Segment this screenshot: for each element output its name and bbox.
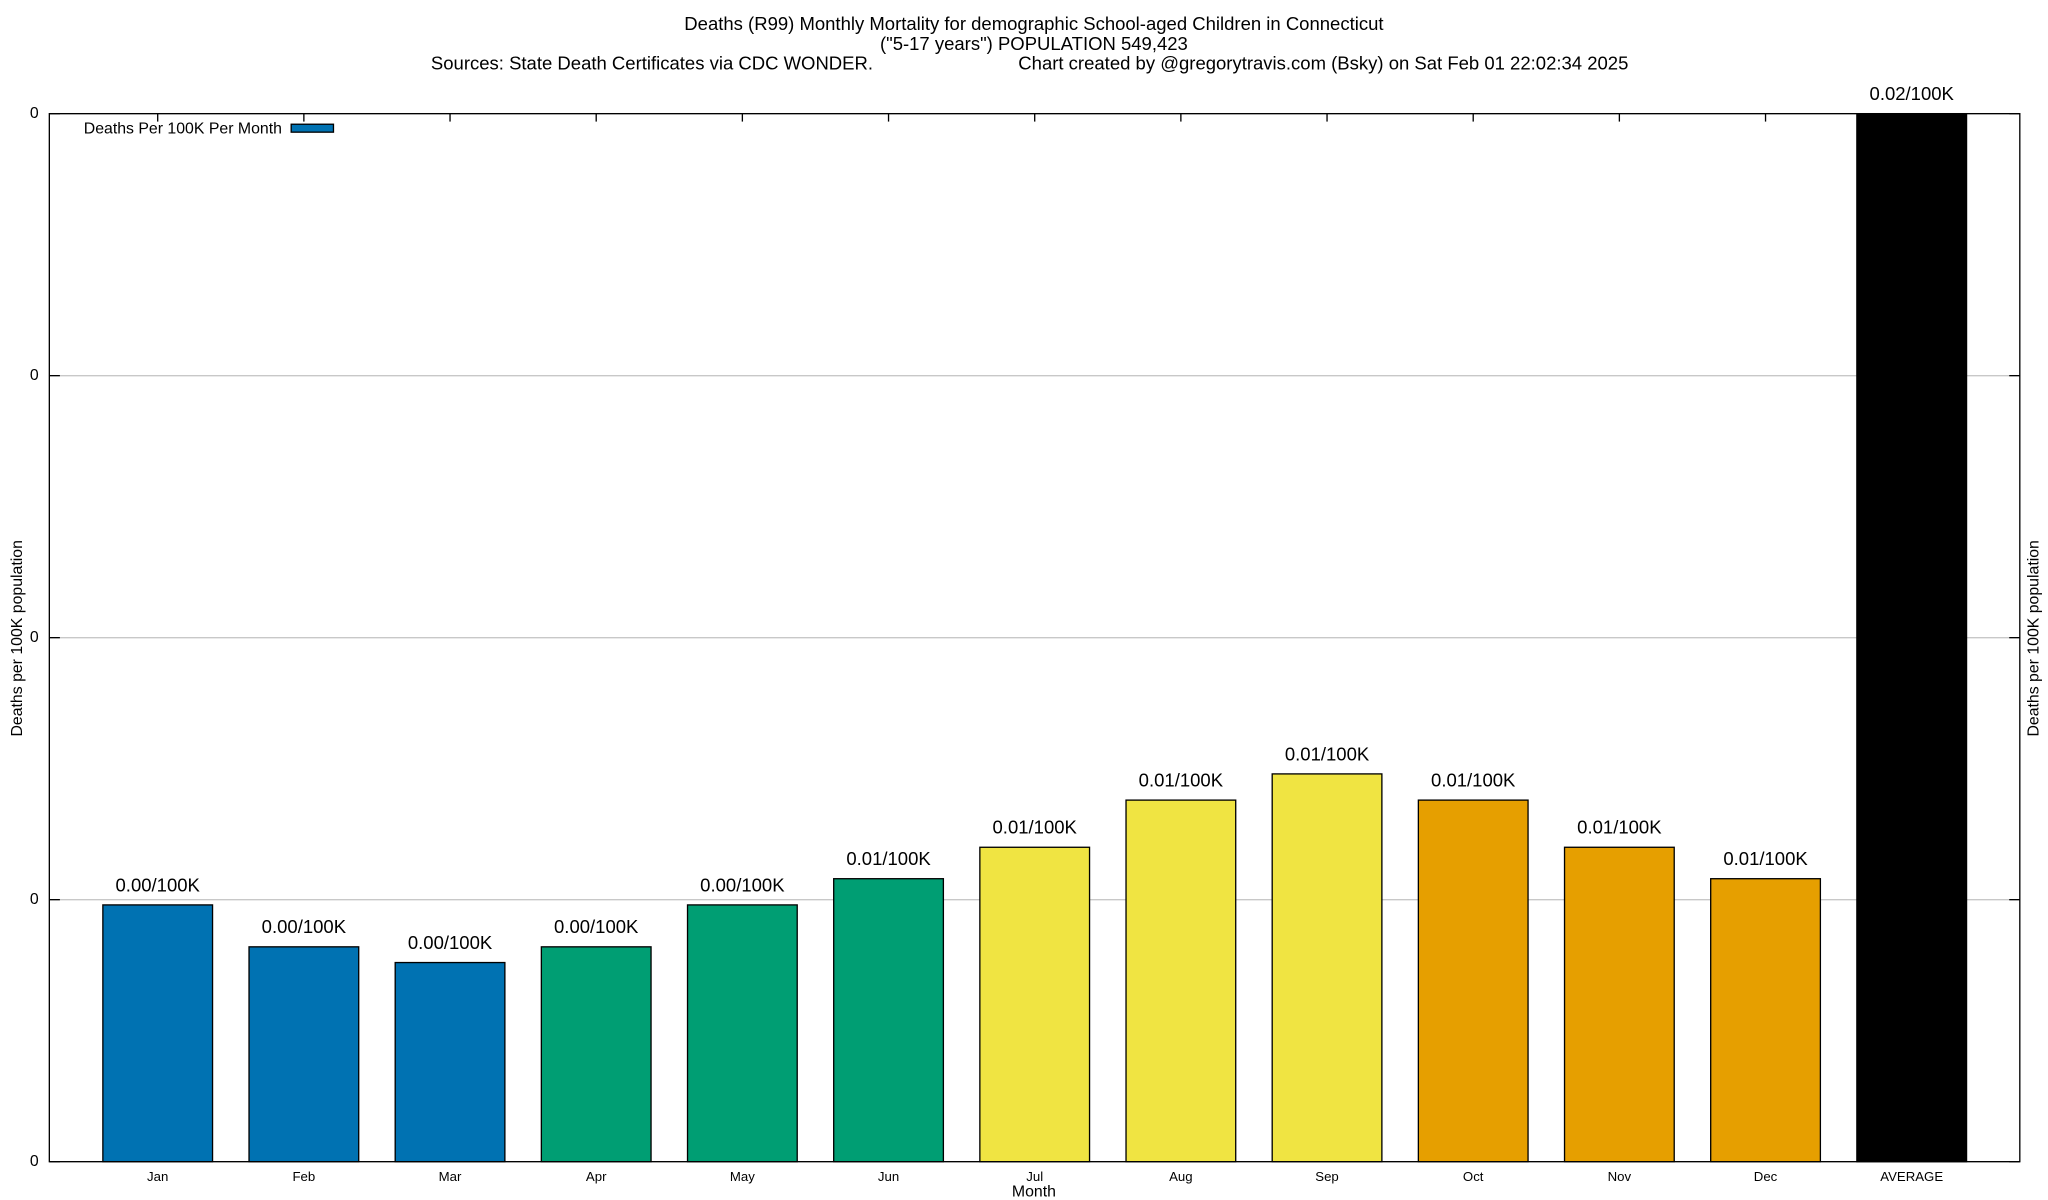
plot-frame bbox=[48, 112, 2021, 1163]
data-label: 0.01/100K bbox=[1285, 743, 1370, 764]
x-tick-label: Oct bbox=[1463, 1169, 1484, 1184]
data-label: 0.01/100K bbox=[993, 817, 1078, 838]
x-tick-label: Apr bbox=[586, 1169, 607, 1184]
bar bbox=[1125, 799, 1237, 1163]
chart-credit: Chart created by @gregorytravis.com (Bsk… bbox=[1018, 53, 1628, 74]
chart-title: Deaths (R99) Monthly Mortality for demog… bbox=[684, 13, 1383, 34]
bar bbox=[1417, 799, 1529, 1163]
data-label: 0.02/100K bbox=[1870, 83, 1955, 104]
y-tick-label: 0 bbox=[30, 367, 39, 384]
bar bbox=[1563, 846, 1675, 1163]
bar bbox=[394, 961, 506, 1163]
y-axis-label: Deaths per 100K population bbox=[9, 540, 26, 736]
chart-source: Sources: State Death Certificates via CD… bbox=[431, 53, 873, 74]
data-label: 0.00/100K bbox=[700, 874, 785, 895]
data-label: 0.00/100K bbox=[408, 932, 493, 953]
bar bbox=[1710, 878, 1822, 1163]
x-tick-label: May bbox=[730, 1169, 755, 1184]
x-tick-label: Sep bbox=[1315, 1169, 1339, 1184]
y-tick-label: 0 bbox=[30, 1153, 39, 1170]
data-label: 0.00/100K bbox=[554, 916, 639, 937]
data-label: 0.00/100K bbox=[116, 874, 201, 895]
x-tick-label: Jan bbox=[147, 1169, 168, 1184]
y2-axis-label: Deaths per 100K population bbox=[2026, 540, 2043, 736]
data-label: 0.01/100K bbox=[1723, 848, 1808, 869]
chart-subtitle: ("5-17 years") POPULATION 549,423 bbox=[880, 33, 1188, 54]
x-tick-label: Jul bbox=[1026, 1169, 1043, 1184]
bar bbox=[1856, 112, 1968, 1163]
bar bbox=[1271, 773, 1383, 1163]
x-tick-label: Aug bbox=[1169, 1169, 1193, 1184]
data-label: 0.00/100K bbox=[262, 916, 347, 937]
x-tick-label: Nov bbox=[1608, 1169, 1632, 1184]
legend-swatch bbox=[290, 123, 335, 133]
bar bbox=[686, 904, 798, 1163]
bar bbox=[833, 878, 945, 1163]
bar bbox=[248, 946, 360, 1163]
y-tick-label: 0 bbox=[30, 891, 39, 908]
x-tick-label: AVERAGE bbox=[1880, 1169, 1943, 1184]
x-tick-label: Mar bbox=[439, 1169, 462, 1184]
bar bbox=[979, 846, 1091, 1163]
x-tick-label: Jun bbox=[878, 1169, 899, 1184]
data-label: 0.01/100K bbox=[1139, 769, 1224, 790]
data-label: 0.01/100K bbox=[1431, 769, 1516, 790]
bar bbox=[102, 904, 214, 1163]
y-tick-label: 0 bbox=[30, 629, 39, 646]
y-tick-label: 0 bbox=[30, 105, 39, 122]
legend-label: Deaths Per 100K Per Month bbox=[84, 121, 282, 138]
x-tick-label: Feb bbox=[292, 1169, 315, 1184]
bar bbox=[540, 946, 652, 1163]
data-label: 0.01/100K bbox=[846, 848, 931, 869]
data-label: 0.01/100K bbox=[1577, 817, 1662, 838]
x-tick-label: Dec bbox=[1754, 1169, 1778, 1184]
x-axis-label: Month bbox=[1012, 1183, 1056, 1200]
